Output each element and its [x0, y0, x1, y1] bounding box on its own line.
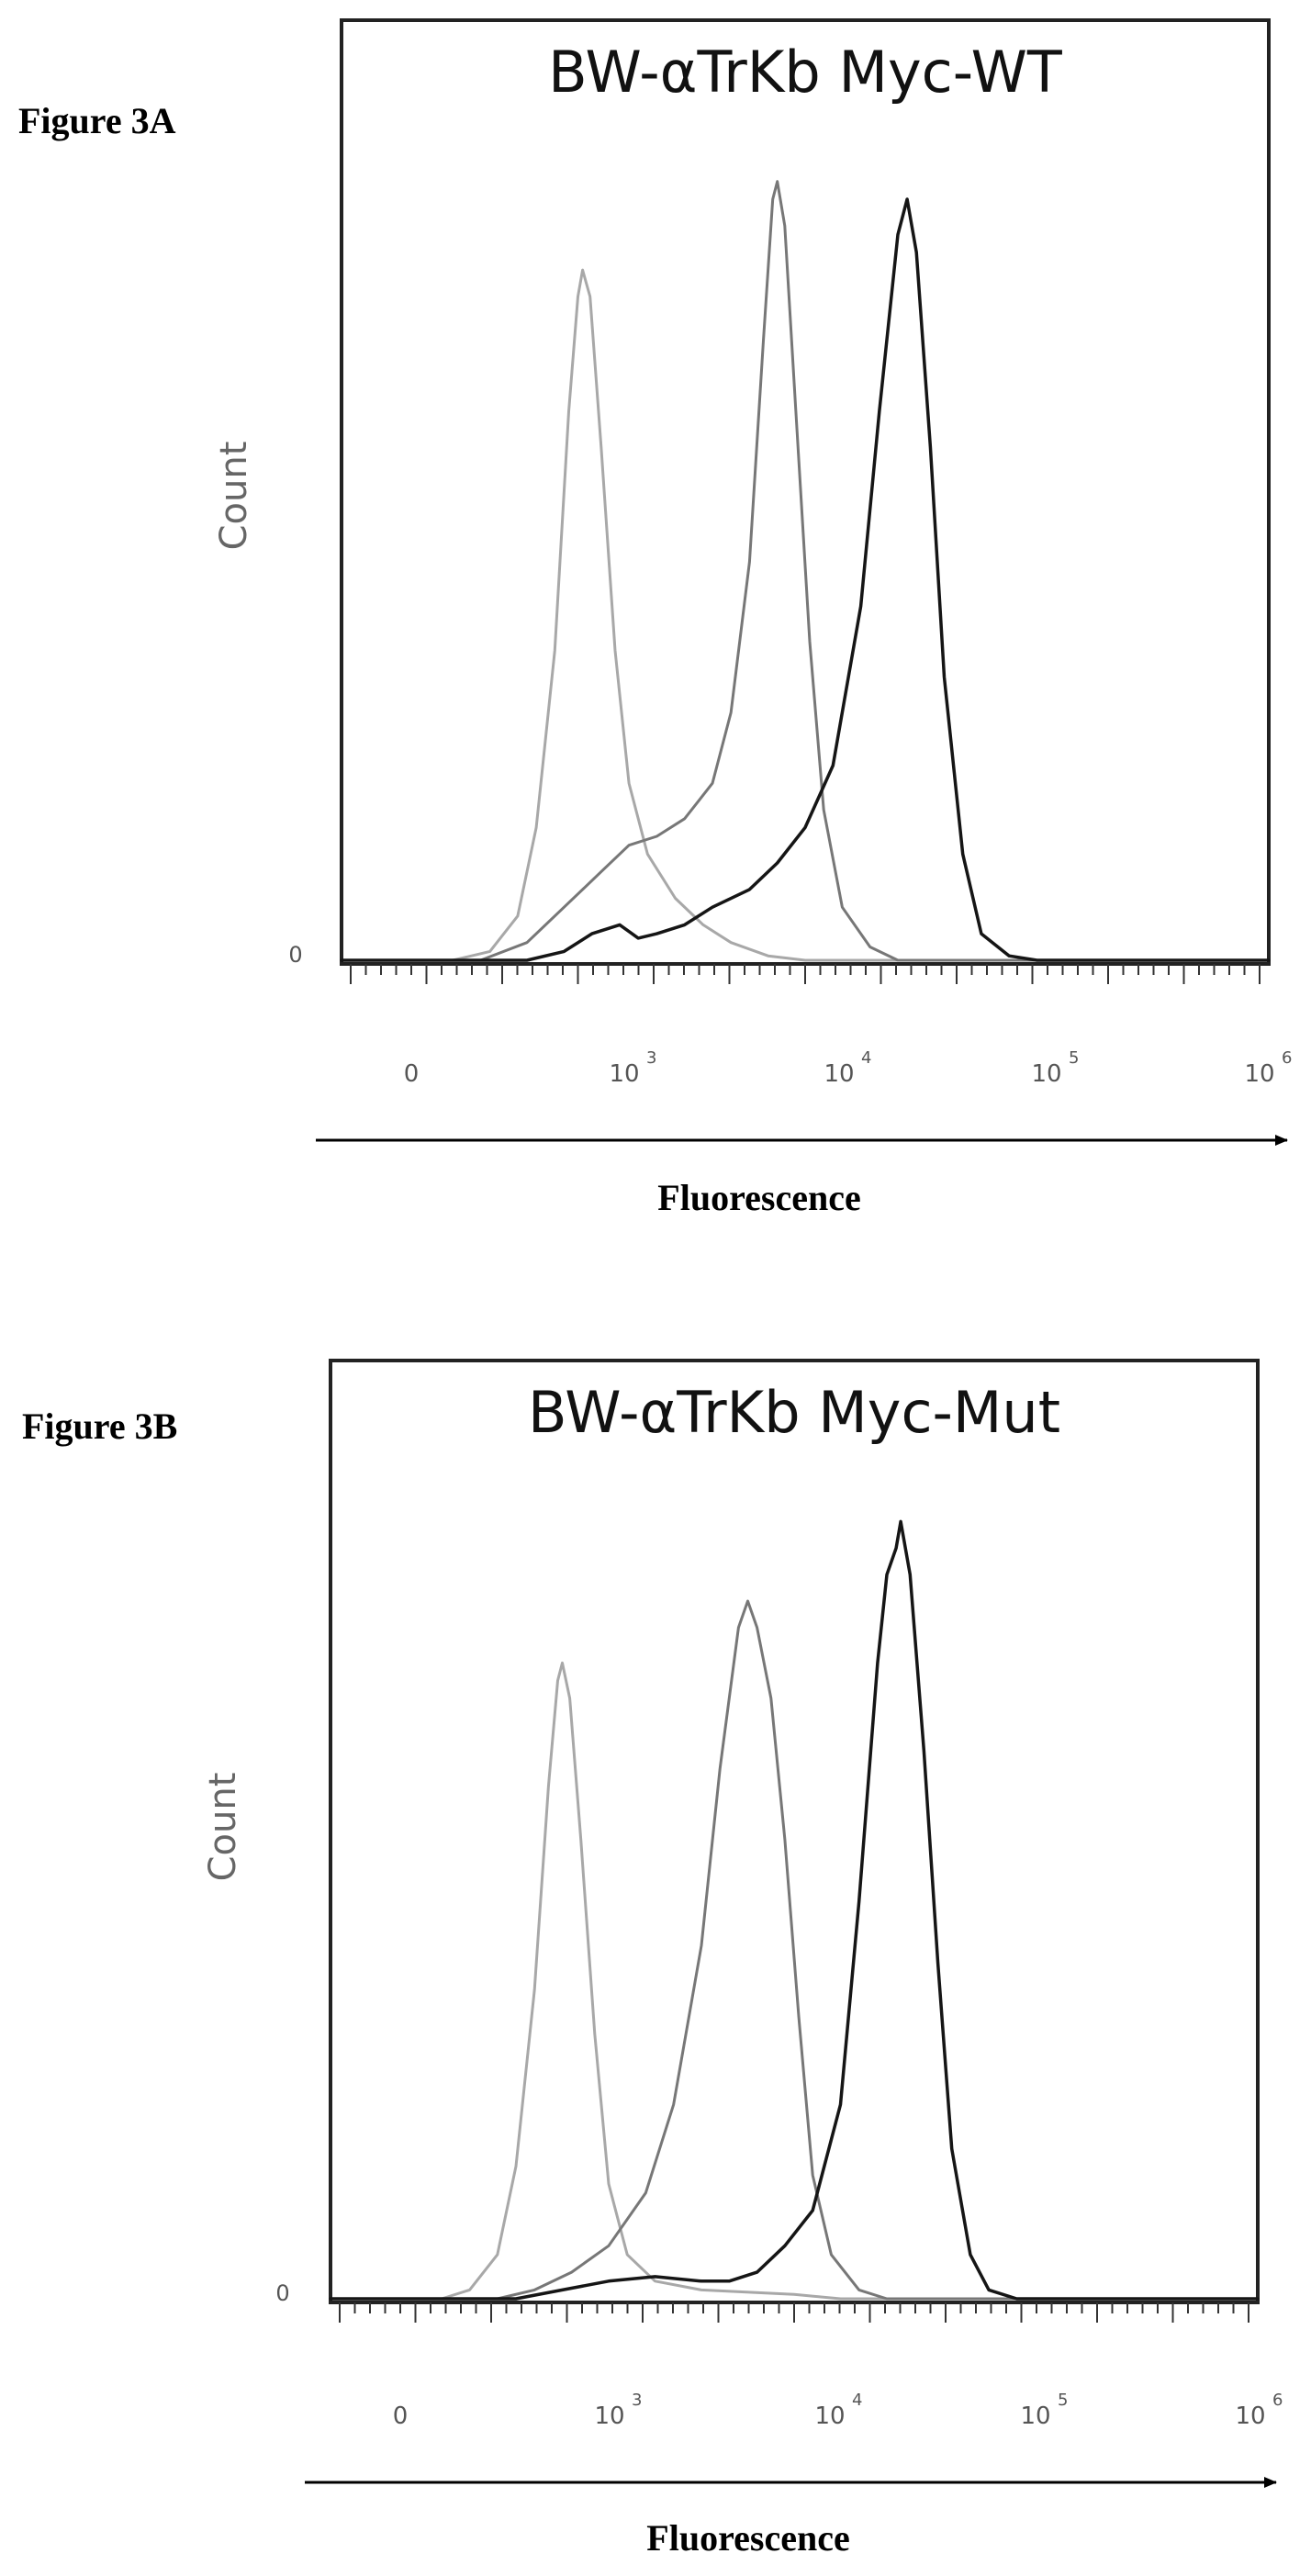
x-tick-exponent: 6: [1282, 1048, 1292, 1068]
x-tick-exponent: 3: [632, 2391, 642, 2410]
x-tick-label: 0: [404, 1060, 420, 1088]
chart-3a: BW-αTrKb Myc-WT Count 0 0 10 3 10 4 10 5 10 6 Fluore…: [213, 18, 1292, 1218]
figure-3a-label: Figure 3A: [18, 100, 176, 141]
x-tick-label: 10: [594, 2402, 624, 2430]
y-tick-label: 0: [288, 942, 302, 968]
x-tick-exponent: 5: [1058, 2391, 1068, 2410]
chart-3b: BW-αTrKb Myc-Mut Count 0 0 10 3 10 4 10 5 10 6 Fluor…: [202, 1359, 1283, 2559]
chart-title: BW-αTrKb Myc-WT: [548, 39, 1063, 106]
histogram-series-1: [329, 1661, 1260, 2301]
chart-title: BW-αTrKb Myc-Mut: [528, 1379, 1060, 1446]
histogram-series-3: [340, 197, 1271, 962]
x-tick-label: 10: [1020, 2402, 1050, 2430]
plot-frame: [340, 18, 1271, 966]
x-tick-label: 10: [1031, 1060, 1061, 1088]
histogram-series-3: [329, 1519, 1260, 2301]
plot-frame: [329, 1359, 1260, 2304]
x-axis-minor-ticks: [350, 964, 1261, 984]
x-tick-exponent: 4: [861, 1048, 871, 1068]
x-tick-label: 10: [609, 1060, 639, 1088]
x-tick-label: 0: [393, 2402, 409, 2430]
x-axis-minor-ticks: [339, 2302, 1249, 2323]
x-tick-exponent: 3: [646, 1048, 656, 1068]
x-tick-label: 10: [814, 2402, 845, 2430]
x-tick-exponent: 6: [1272, 2391, 1283, 2410]
x-tick-exponent: 5: [1069, 1048, 1079, 1068]
y-tick-label: 0: [275, 2280, 289, 2306]
x-tick-exponent: 4: [852, 2391, 862, 2410]
x-tick-label: 10: [1235, 2402, 1265, 2430]
y-axis-label: Count: [213, 442, 255, 551]
histogram-series-2: [329, 1599, 1260, 2301]
histogram-series-2: [340, 180, 1271, 962]
x-tick-label: 10: [1244, 1060, 1274, 1088]
x-axis-label: Fluorescence: [646, 2517, 849, 2559]
figure-3b-label: Figure 3B: [22, 1406, 178, 1447]
histogram-series-1: [340, 268, 1271, 962]
y-axis-label: Count: [202, 1773, 244, 1882]
x-tick-label: 10: [824, 1060, 854, 1088]
x-axis-label: Fluorescence: [657, 1177, 860, 1218]
